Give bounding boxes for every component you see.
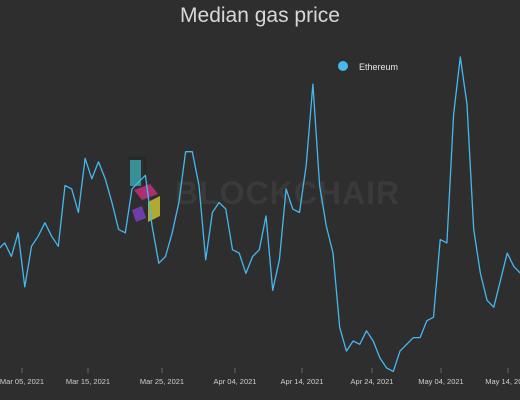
x-tick-label: Mar 25, 2021 [140, 377, 184, 386]
x-tick-label: Mar 15, 2021 [66, 377, 110, 386]
x-tick-label: Mar 05, 2021 [0, 377, 44, 386]
x-tick-label: May 04, 2021 [418, 377, 463, 386]
x-tick-label: Apr 14, 2021 [281, 377, 324, 386]
chart-title: Median gas price [180, 4, 340, 27]
x-tick-label: Apr 04, 2021 [214, 377, 257, 386]
legend-marker-ethereum [338, 61, 348, 71]
series-layer [0, 56, 520, 373]
series-line-ethereum [0, 56, 520, 373]
x-tick-label: May 14, 2021 [485, 377, 520, 386]
blockchair-logo-icon [128, 156, 160, 222]
legend-label-ethereum: Ethereum [359, 62, 398, 72]
legend[interactable]: Ethereum [338, 61, 398, 72]
x-axis: Mar 05, 2021 Mar 15, 2021 Mar 25, 2021 Apr … [0, 368, 520, 386]
x-tick-label: Apr 24, 2021 [351, 377, 394, 386]
blockchair-watermark: BLOCKCHAIR [128, 156, 399, 222]
